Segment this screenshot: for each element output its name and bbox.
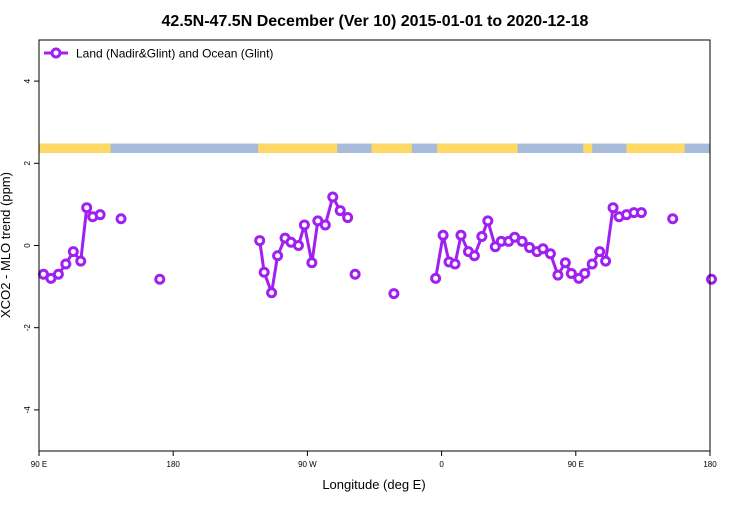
y-tick-label: -4 xyxy=(23,406,32,414)
data-point xyxy=(115,213,127,225)
y-axis: -4 -2 0 2 4 xyxy=(23,78,39,413)
data-point xyxy=(292,240,304,251)
data-point xyxy=(306,257,318,269)
x-tick-label: 0 xyxy=(439,460,444,469)
data-point xyxy=(60,258,72,270)
data-point xyxy=(81,202,93,214)
data-point xyxy=(67,246,79,258)
data-point xyxy=(430,272,442,284)
x-tick-label: 90 E xyxy=(31,460,47,469)
data-layer xyxy=(37,191,717,300)
data-point xyxy=(388,288,400,300)
data-point xyxy=(52,268,64,280)
legend-marker xyxy=(50,47,62,59)
data-point xyxy=(600,255,612,267)
x-tick-label: 180 xyxy=(703,460,717,469)
data-point xyxy=(75,255,87,267)
x-tick-label: 90 E xyxy=(568,460,584,469)
data-point xyxy=(586,258,598,270)
chart-title: 42.5N-47.5N December (Ver 10) 2015-01-01… xyxy=(162,13,589,30)
data-point xyxy=(667,213,679,225)
data-point xyxy=(319,219,331,231)
land-band xyxy=(39,143,111,154)
x-tick-label: 90 W xyxy=(298,460,317,469)
plot-frame xyxy=(38,39,711,452)
data-point xyxy=(254,235,266,247)
data-point xyxy=(266,287,278,299)
data-point xyxy=(476,230,488,242)
data-point xyxy=(552,269,564,281)
data-point xyxy=(579,267,591,279)
y-tick-label: 4 xyxy=(23,78,32,83)
data-point xyxy=(258,266,270,278)
data-point xyxy=(327,191,339,203)
land-band xyxy=(371,143,412,154)
data-point xyxy=(594,246,606,258)
data-point xyxy=(298,219,310,231)
land-ocean-strip xyxy=(39,143,710,154)
data-point xyxy=(449,258,461,270)
data-point xyxy=(559,257,571,269)
data-point xyxy=(607,202,619,214)
data-point xyxy=(272,250,284,262)
x-tick-label: 180 xyxy=(167,460,181,469)
land-band xyxy=(258,143,338,154)
y-tick-label: 2 xyxy=(23,161,32,166)
land-band xyxy=(626,143,685,154)
data-point xyxy=(705,273,717,285)
data-point xyxy=(342,212,354,224)
data-point xyxy=(437,229,449,241)
data-point xyxy=(349,268,361,280)
y-axis-label: XCO2 - MLO trend (ppm) xyxy=(0,172,13,318)
data-point xyxy=(482,215,494,227)
series-line xyxy=(434,206,642,280)
x-axis-label: Longitude (deg E) xyxy=(322,477,425,492)
data-point xyxy=(468,250,480,262)
y-tick-label: 0 xyxy=(23,243,32,248)
data-point xyxy=(455,229,467,241)
y-tick-label: -2 xyxy=(23,324,32,332)
land-band xyxy=(437,143,518,154)
data-point xyxy=(565,267,577,279)
data-point xyxy=(334,205,346,217)
data-point xyxy=(635,207,647,219)
x-axis: 90 E 180 90 W 0 90 E 180 xyxy=(31,451,717,469)
data-point xyxy=(154,273,166,285)
data-point xyxy=(516,235,528,247)
data-point xyxy=(94,209,106,221)
land-band xyxy=(583,143,593,154)
data-point xyxy=(537,243,549,255)
legend: Land (Nadir&Glint) and Ocean (Glint) xyxy=(44,47,273,61)
data-point xyxy=(544,248,556,260)
legend-label: Land (Nadir&Glint) and Ocean (Glint) xyxy=(76,47,273,61)
